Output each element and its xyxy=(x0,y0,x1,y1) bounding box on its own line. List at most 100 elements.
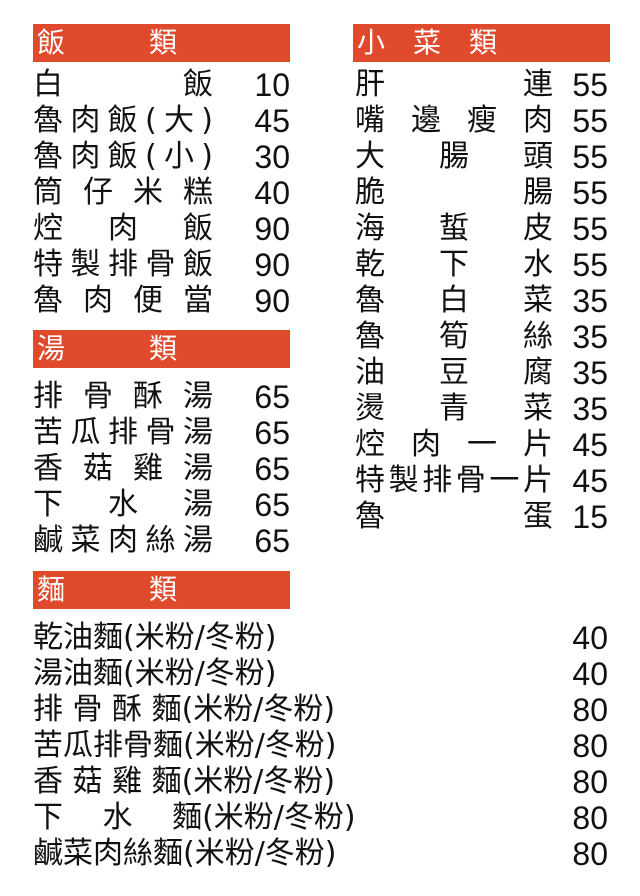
menu-item-price: 45 xyxy=(254,103,290,139)
menu-item-name: 乾油麵(米粉/冬粉) xyxy=(33,620,277,655)
menu-item-name: 排骨酥湯 xyxy=(33,379,213,414)
menu-item-name: 特製排骨一片 xyxy=(355,463,553,498)
soup-header-label: 湯 類 xyxy=(37,332,177,365)
menu-item: 魯筍絲 35 xyxy=(355,319,608,355)
menu-item-name: 魯筍絲 xyxy=(355,319,553,354)
menu-item: 排骨酥湯 65 xyxy=(33,379,290,415)
menu-item-name: 魯蛋 xyxy=(355,499,553,534)
menu-item: 魯肉便當 90 xyxy=(33,283,290,319)
sides-header-label: 小菜類 xyxy=(357,26,497,59)
menu-item-name: 下水湯 xyxy=(33,487,213,522)
menu-item-name: 魯肉便當 xyxy=(33,283,213,318)
menu-item-name: 香菇雞湯 xyxy=(33,451,213,486)
menu-item-price: 55 xyxy=(572,247,608,283)
menu-item: 乾油麵(米粉/冬粉) 40 xyxy=(33,620,608,656)
rice-header-label: 飯 類 xyxy=(37,26,177,59)
menu-item: 筒仔米糕 40 xyxy=(33,175,290,211)
menu-item-name: 魯白菜 xyxy=(355,283,553,318)
menu-item-name: 魯肉飯(小) xyxy=(33,139,213,174)
menu-item-price: 90 xyxy=(254,211,290,247)
menu-item-name: 焢肉飯 xyxy=(33,211,213,246)
menu-item: 白飯 10 xyxy=(33,67,290,103)
menu-item: 魯白菜 35 xyxy=(355,283,608,319)
menu-item-price: 90 xyxy=(254,283,290,319)
menu-item: 下水湯 65 xyxy=(33,487,290,523)
menu-item-name: 魯肉飯(大) xyxy=(33,103,213,138)
menu-item: 排 骨 酥 麵(米粉/冬粉) 80 xyxy=(33,692,608,728)
menu-item: 大腸頭 55 xyxy=(355,139,608,175)
menu-item-price: 55 xyxy=(572,211,608,247)
menu-item-price: 65 xyxy=(254,523,290,559)
menu-item-price: 15 xyxy=(572,499,608,535)
menu-item: 魯蛋 15 xyxy=(355,499,608,535)
menu-item: 燙青菜 35 xyxy=(355,391,608,427)
menu-item-price: 65 xyxy=(254,379,290,415)
menu-item-name: 脆腸 xyxy=(355,175,553,210)
menu-item-price: 30 xyxy=(254,139,290,175)
menu-item-price: 35 xyxy=(572,355,608,391)
menu-item: 下 水 麵(米粉/冬粉) 80 xyxy=(33,800,608,836)
menu-item: 湯油麵(米粉/冬粉) 40 xyxy=(33,656,608,692)
menu-item: 特製排骨一片 45 xyxy=(355,463,608,499)
menu-item: 油豆腐 35 xyxy=(355,355,608,391)
menu-item-name: 白飯 xyxy=(33,67,213,102)
menu-item: 嘴邊瘦肉 55 xyxy=(355,103,608,139)
menu-item-name: 筒仔米糕 xyxy=(33,175,213,210)
menu-item-price: 90 xyxy=(254,247,290,283)
menu-item: 鹹菜肉絲麵(米粉/冬粉) 80 xyxy=(33,836,608,872)
menu-item-price: 65 xyxy=(254,451,290,487)
menu-item: 香菇雞湯 65 xyxy=(33,451,290,487)
section-header-noodles: 麵 類 xyxy=(33,571,290,609)
menu-item-name: 肝連 xyxy=(355,67,553,102)
menu-item-price: 35 xyxy=(572,319,608,355)
section-header-soup: 湯 類 xyxy=(33,330,290,368)
menu-item-name: 苦瓜排骨湯 xyxy=(33,415,213,450)
menu-item: 焢肉一片 45 xyxy=(355,427,608,463)
menu-item: 海蜇皮 55 xyxy=(355,211,608,247)
menu-item-price: 80 xyxy=(572,764,608,800)
menu-item-name: 海蜇皮 xyxy=(355,211,553,246)
menu-item-name: 特製排骨飯 xyxy=(33,247,213,282)
menu-item: 鹹菜肉絲湯 65 xyxy=(33,523,290,559)
menu-item-price: 65 xyxy=(254,487,290,523)
menu-item: 香 菇 雞 麵(米粉/冬粉) 80 xyxy=(33,764,608,800)
menu-item-name: 鹹菜肉絲麵(米粉/冬粉) xyxy=(33,836,337,871)
menu-item-price: 80 xyxy=(572,800,608,836)
menu-item: 脆腸 55 xyxy=(355,175,608,211)
menu-item-name: 嘴邊瘦肉 xyxy=(355,103,553,138)
menu-item: 乾下水 55 xyxy=(355,247,608,283)
menu-item-price: 40 xyxy=(254,175,290,211)
menu-item-price: 55 xyxy=(572,139,608,175)
menu-item-name: 香 菇 雞 麵(米粉/冬粉) xyxy=(33,764,336,799)
menu-item-price: 10 xyxy=(254,67,290,103)
menu-item-name: 大腸頭 xyxy=(355,139,553,174)
menu-item: 肝連 55 xyxy=(355,67,608,103)
menu-item-price: 80 xyxy=(572,836,608,872)
menu-item-price: 55 xyxy=(572,67,608,103)
menu-item-name: 苦瓜排骨麵(米粉/冬粉) xyxy=(33,728,337,763)
menu-item-price: 40 xyxy=(572,620,608,656)
menu-item-name: 下 水 麵(米粉/冬粉) xyxy=(33,800,356,835)
menu-item-name: 鹹菜肉絲湯 xyxy=(33,523,213,558)
menu-item-price: 40 xyxy=(572,656,608,692)
menu-item-name: 油豆腐 xyxy=(355,355,553,390)
menu-item-name: 乾下水 xyxy=(355,247,553,282)
menu-item-price: 45 xyxy=(572,463,608,499)
menu-item-price: 35 xyxy=(572,283,608,319)
menu-item: 焢肉飯 90 xyxy=(33,211,290,247)
menu-item: 特製排骨飯 90 xyxy=(33,247,290,283)
noodles-header-label: 麵 類 xyxy=(37,573,177,606)
menu-item: 魯肉飯(大) 45 xyxy=(33,103,290,139)
menu-item-name: 排 骨 酥 麵(米粉/冬粉) xyxy=(33,692,336,727)
menu-item-name: 焢肉一片 xyxy=(355,427,553,462)
menu-item-price: 55 xyxy=(572,103,608,139)
menu-item: 苦瓜排骨麵(米粉/冬粉) 80 xyxy=(33,728,608,764)
menu-item: 苦瓜排骨湯 65 xyxy=(33,415,290,451)
menu-item-name: 湯油麵(米粉/冬粉) xyxy=(33,656,277,691)
section-header-sides: 小菜類 xyxy=(353,24,610,62)
menu-item-price: 65 xyxy=(254,415,290,451)
menu-item-price: 80 xyxy=(572,692,608,728)
menu-item-price: 80 xyxy=(572,728,608,764)
section-header-rice: 飯 類 xyxy=(33,24,290,62)
menu-item-price: 55 xyxy=(572,175,608,211)
